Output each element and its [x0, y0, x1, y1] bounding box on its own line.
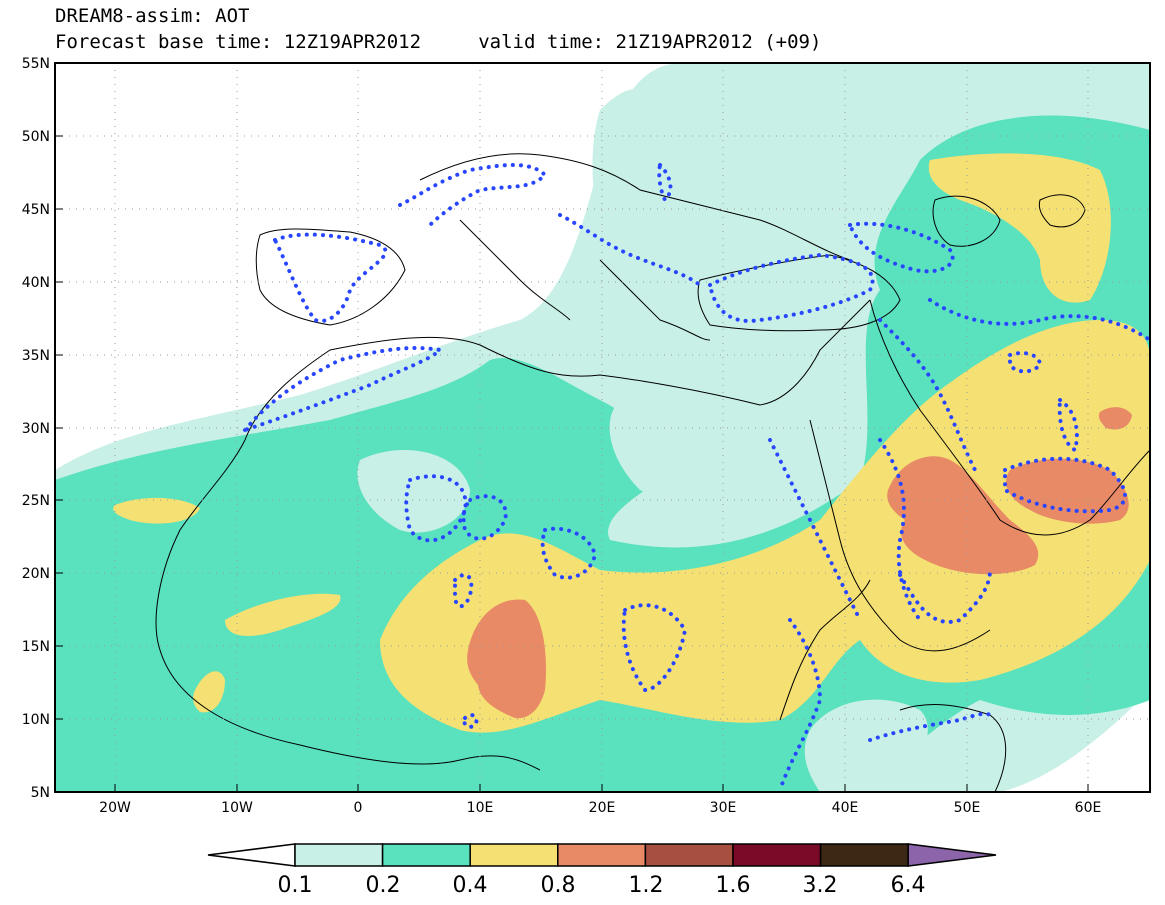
- colorbar-label: 1.2: [629, 873, 664, 898]
- colorbar-label: 0.4: [453, 873, 488, 898]
- colorbar-label: 6.4: [891, 873, 926, 898]
- colorbar-low-arrow: [207, 843, 296, 867]
- contour-lines: [243, 160, 1150, 792]
- lat-label: 15N: [22, 639, 50, 655]
- colorbar-label: 1.6: [716, 873, 751, 898]
- colorbar-label: 0.8: [541, 873, 576, 898]
- lat-label: 55N: [22, 56, 50, 72]
- colorbar-segment: [557, 843, 647, 867]
- lon-label: 10E: [467, 800, 494, 816]
- forecast-time-subtitle: Forecast base time: 12Z19APR2012 valid t…: [55, 31, 822, 53]
- lat-label: 40N: [22, 275, 50, 291]
- colorbar-segment: [644, 843, 734, 867]
- colorbar-high-arrow: [907, 843, 997, 867]
- colorbar-label: 0.1: [278, 873, 313, 898]
- colorbar-segment: [381, 843, 471, 867]
- colorbar: [207, 843, 997, 867]
- lat-label: 30N: [22, 421, 50, 437]
- lat-label: 10N: [22, 712, 50, 728]
- colorbar-segment: [469, 843, 559, 867]
- colorbar-segment: [294, 843, 384, 867]
- graticule: [55, 63, 1150, 792]
- lon-label: 50E: [954, 800, 981, 816]
- latitude-labels: 55N 50N 45N 40N 35N 30N 25N 20N 15N 10N …: [22, 56, 50, 801]
- lat-label: 50N: [22, 129, 50, 145]
- lon-label: 20E: [589, 800, 616, 816]
- colorbar-segment: [819, 843, 909, 867]
- longitude-labels: 20W 10W 0 10E 20E 30E 40E 50E 60E: [99, 800, 1101, 816]
- lat-label: 45N: [22, 202, 50, 218]
- lon-label: 10W: [221, 800, 253, 816]
- lon-label: 20W: [99, 800, 131, 816]
- tick-marks: [55, 62, 1089, 793]
- lat-label: 35N: [22, 348, 50, 364]
- colorbar-segment: [732, 843, 822, 867]
- lat-label: 25N: [22, 493, 50, 509]
- lon-label: 60E: [1075, 800, 1102, 816]
- aot-band-0.8: [467, 599, 546, 719]
- aot-band-0.4: [380, 320, 1150, 733]
- map-title: DREAM8-assim: AOT: [55, 5, 250, 27]
- lat-label: 20N: [22, 566, 50, 582]
- colorbar-label: 0.2: [366, 873, 401, 898]
- lat-label: 5N: [31, 785, 50, 801]
- lon-label: 0: [354, 800, 363, 816]
- lon-label: 30E: [710, 800, 737, 816]
- lon-label: 40E: [832, 800, 859, 816]
- colorbar-label: 3.2: [803, 873, 838, 898]
- colorbar-labels: 0.1 0.2 0.4 0.8 1.2 1.6 3.2 6.4: [278, 873, 926, 898]
